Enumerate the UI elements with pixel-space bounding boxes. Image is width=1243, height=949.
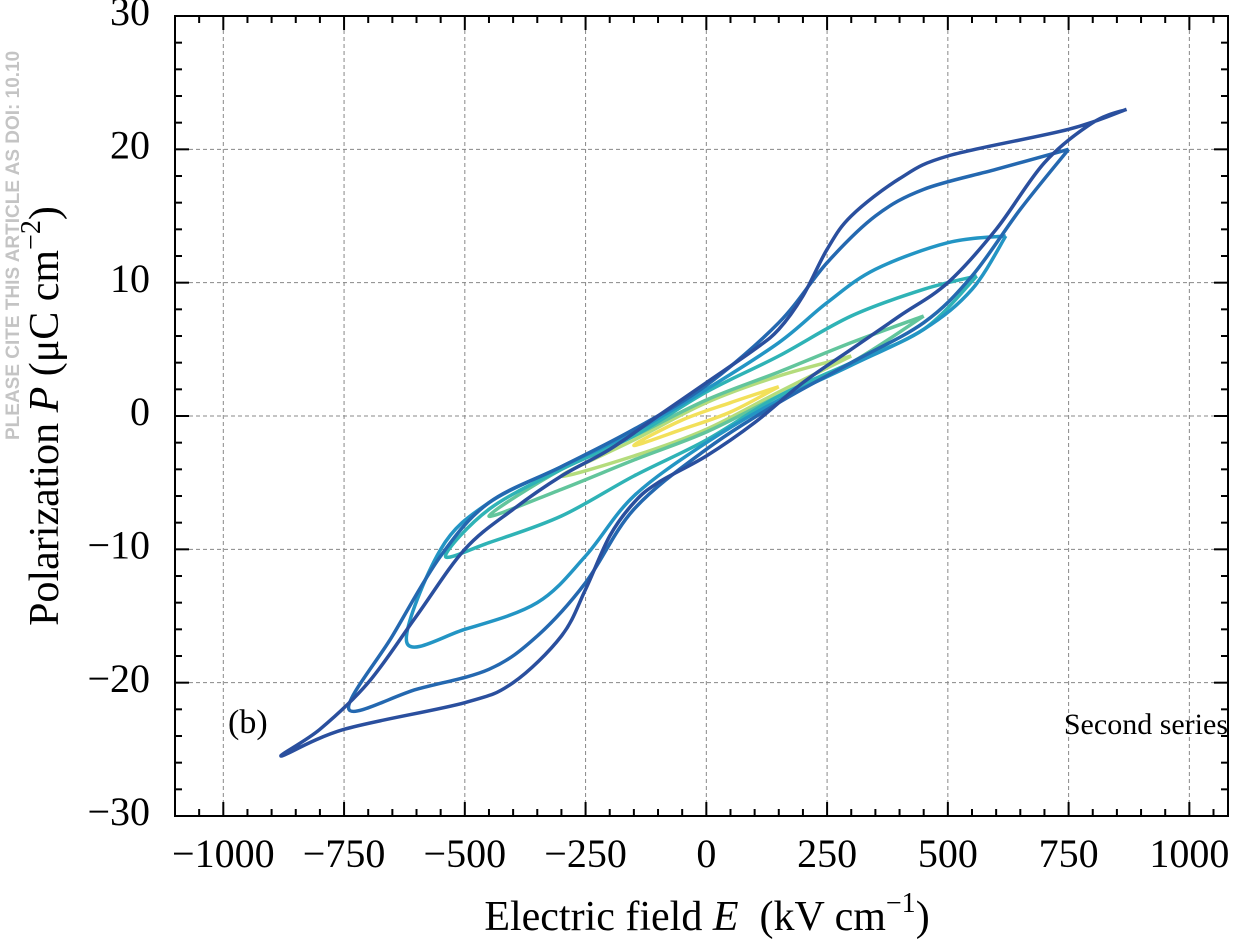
y-label-part: (μC cm	[22, 250, 68, 387]
y-axis-label: Polarization P (μC cm−2)	[16, 206, 67, 626]
x-label-exponent: −1	[886, 888, 916, 919]
hysteresis-loop	[346, 147, 1070, 713]
x-tick-label: 0	[696, 831, 716, 876]
x-tick-label: −250	[544, 831, 627, 876]
x-tick-label: 250	[797, 831, 857, 876]
hysteresis-loop	[632, 385, 780, 448]
y-label-part: )	[22, 206, 68, 220]
x-axis-label: Electric field E (kV cm−1)	[484, 888, 929, 939]
y-label-part: Polarization	[22, 412, 68, 625]
y-tick-label: 0	[130, 389, 150, 434]
y-tick-label: −10	[87, 523, 150, 568]
x-tick-label: −750	[303, 831, 386, 876]
y-tick-label: −20	[87, 656, 150, 701]
y-label-symbol: P	[22, 387, 68, 414]
x-tick-label: 750	[1039, 831, 1099, 876]
x-tick-label: −500	[424, 831, 507, 876]
x-tick-label: 1000	[1149, 831, 1229, 876]
watermark: PLEASE CITE THIS ARTICLE AS DOI: 10.10	[3, 51, 24, 440]
x-label-symbol: E	[712, 894, 739, 940]
y-label-exponent: −2	[16, 220, 47, 250]
y-tick-label: 30	[110, 0, 150, 34]
y-tick-label: 10	[110, 256, 150, 301]
x-label-part: (kV cm	[739, 894, 887, 940]
x-tick-label: 500	[918, 831, 978, 876]
y-tick-label: −30	[87, 789, 150, 834]
x-label-part: )	[916, 894, 930, 940]
annotation: Second series	[1064, 708, 1228, 741]
x-tick-label: −1000	[172, 831, 275, 876]
y-tick-label: 20	[110, 123, 150, 168]
hysteresis-loop	[279, 107, 1128, 758]
annotation: (b)	[228, 704, 268, 741]
x-label-part: Electric field	[484, 894, 713, 940]
